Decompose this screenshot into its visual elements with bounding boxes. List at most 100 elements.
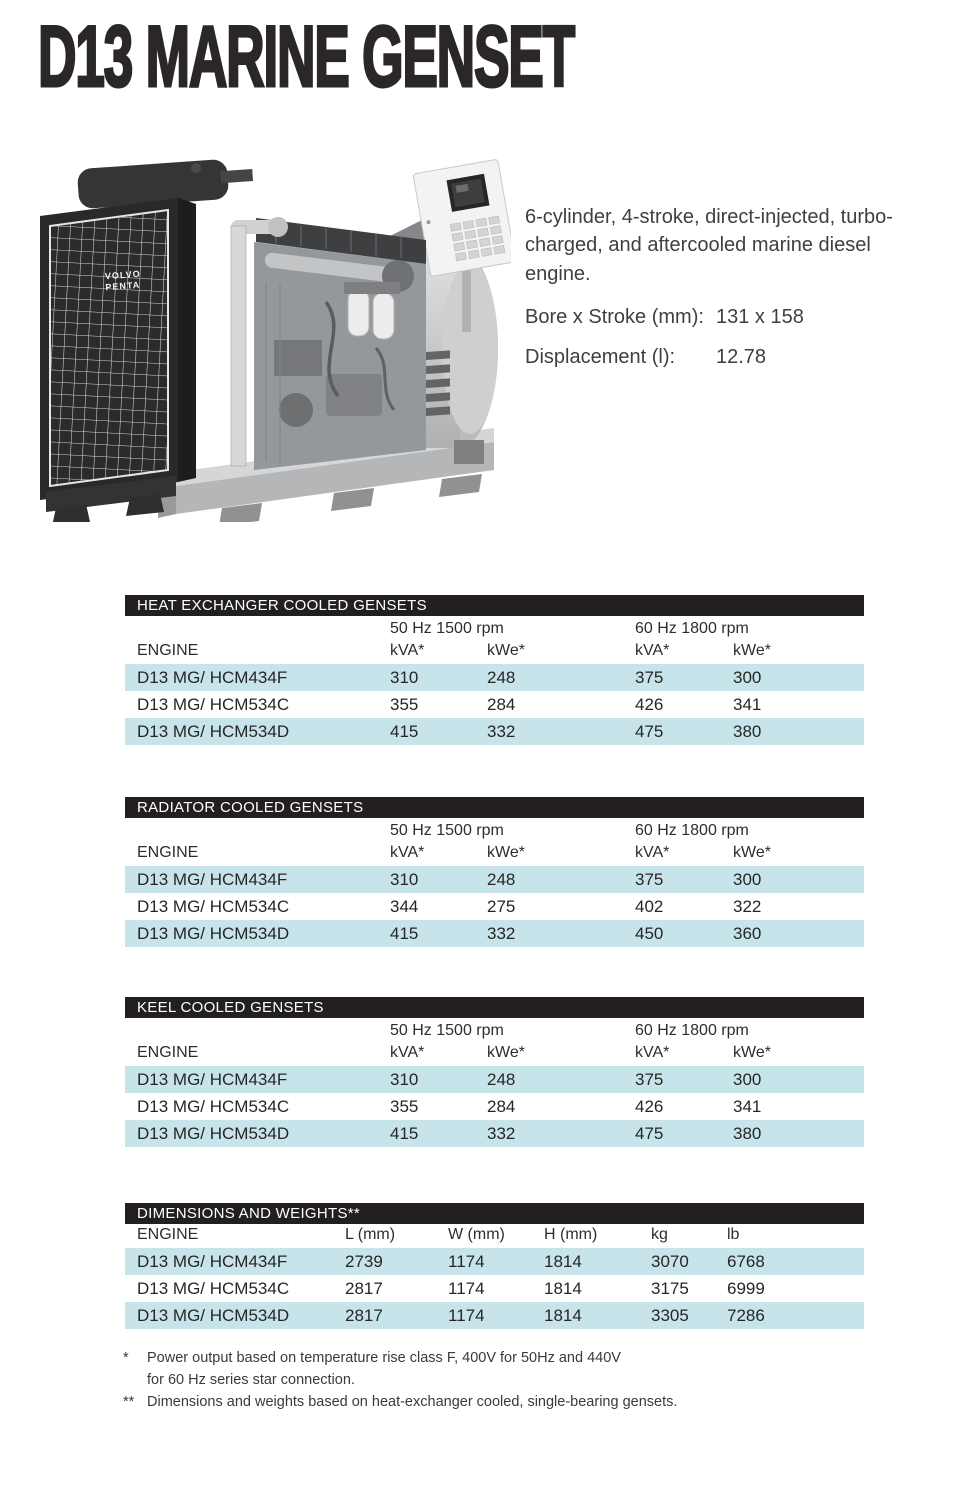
genset-image: VOLVO PENTA [40,159,511,522]
table-row: D13 MG/ HCM434F 310 248 375 300 [125,866,864,893]
freq-header-50hz: 50 Hz 1500 rpm [390,822,504,839]
page-title: D13 MARINE GENSET [37,8,576,107]
engine-block [254,218,426,470]
footnote-power-output: * Power output based on temperature rise… [123,1348,803,1392]
cell-value: 1174 [448,1251,485,1271]
cell-value: 275 [487,896,516,916]
cell-value: 355 [390,694,419,714]
column-header: ENGINE [137,844,199,861]
cell-value: 300 [733,667,762,687]
cell-value: 310 [390,1069,419,1089]
cell-value: 415 [390,721,419,741]
cell-value: 344 [390,896,419,916]
column-header: kVA* [390,844,425,861]
column-header: lb [727,1226,740,1243]
cell-value: 3305 [651,1305,689,1325]
cell-engine: D13 MG/ HCM534C [137,1096,290,1116]
column-header: ENGINE [137,642,199,659]
column-header: kWe* [487,1044,525,1061]
column-header: kVA* [635,844,670,861]
column-header: kVA* [390,642,425,659]
cell-value: 322 [733,896,762,916]
footnote-text-line1: Power output based on temperature rise c… [147,1350,621,1366]
cell-engine: D13 MG/ HCM534C [137,694,290,714]
cell-engine: D13 MG/ HCM434F [137,1251,288,1271]
cell-value: 1814 [544,1305,582,1325]
control-panel [412,159,511,332]
cell-value: 375 [635,1069,664,1089]
column-header: W (mm) [448,1226,505,1243]
cell-value: 475 [635,1123,664,1143]
cell-value: 310 [390,667,419,687]
freq-header-50hz: 50 Hz 1500 rpm [390,620,504,637]
table-title: HEAT EXCHANGER COOLED GENSETS [125,595,864,616]
cell-value: 475 [635,721,664,741]
volvo-penta-badge-line2: PENTA [105,280,140,292]
spec-label: Displacement (l): [525,346,676,368]
section-heat-exchanger: HEAT EXCHANGER COOLED GENSETS 50 Hz 1500… [125,595,864,745]
cell-engine: D13 MG/ HCM534D [137,721,290,741]
cell-value: 426 [635,694,664,714]
cell-value: 3070 [651,1251,689,1271]
cell-value: 402 [635,896,664,916]
column-header: kWe* [487,844,525,861]
spec-value: 131 x 158 [716,306,804,328]
cell-engine: D13 MG/ HCM534D [137,923,290,943]
cell-value: 355 [390,1096,419,1116]
spec-list: Bore x Stroke (mm): 131 x 158 Displaceme… [525,306,925,386]
section-keel: KEEL COOLED GENSETS 50 Hz 1500 rpm 60 Hz… [125,997,864,1147]
table-row: D13 MG/ HCM534C 355 284 426 341 [125,691,864,718]
table-title: KEEL COOLED GENSETS [125,997,864,1018]
spec-row-bore-stroke: Bore x Stroke (mm): 131 x 158 [525,306,925,329]
cell-value: 415 [390,1123,419,1143]
cell-value: 1814 [544,1251,582,1271]
cell-value: 284 [487,1096,516,1116]
table-title: RADIATOR COOLED GENSETS [125,797,864,818]
cell-engine: D13 MG/ HCM534C [137,1278,290,1298]
power-table: 50 Hz 1500 rpm 60 Hz 1800 rpm ENGINE kVA… [125,818,864,947]
table-row: D13 MG/ HCM534C 2817 1174 1814 3175 6999 [125,1275,864,1302]
cell-value: 284 [487,694,516,714]
cell-value: 341 [733,694,762,714]
column-header: kVA* [390,1044,425,1061]
cell-value: 1174 [448,1305,485,1325]
engine-description: 6-cylinder, 4-stroke, direct-injected, t… [525,206,893,285]
cell-engine: D13 MG/ HCM534C [137,896,290,916]
cell-value: 248 [487,667,516,687]
freq-header-50hz: 50 Hz 1500 rpm [390,1022,504,1039]
cell-value: 7286 [727,1305,765,1325]
cell-value: 426 [635,1096,664,1116]
column-header: L (mm) [345,1226,396,1243]
footnote-dimensions: ** Dimensions and weights based on heat-… [123,1392,803,1414]
freq-header-60hz: 60 Hz 1800 rpm [635,1022,749,1039]
column-header: kWe* [733,1044,771,1061]
column-header: kWe* [733,844,771,861]
column-header: kWe* [487,642,525,659]
cell-value: 375 [635,667,664,687]
cell-value: 2739 [345,1251,383,1271]
cell-value: 6999 [727,1278,765,1298]
power-table: 50 Hz 1500 rpm 60 Hz 1800 rpm ENGINE kVA… [125,616,864,745]
footnotes: * Power output based on temperature rise… [123,1348,803,1413]
cell-value: 380 [733,721,762,741]
section-dimensions: DIMENSIONS AND WEIGHTS** ENGINE L (mm) W… [125,1203,864,1329]
column-header: kg [651,1226,668,1243]
column-header: ENGINE [137,1044,199,1061]
column-header: kVA* [635,642,670,659]
radiator: VOLVO PENTA [40,159,254,522]
column-header: ENGINE [137,1226,199,1243]
cell-value: 3175 [651,1278,689,1298]
column-header: kWe* [733,642,771,659]
table-row: D13 MG/ HCM534C 355 284 426 341 [125,1093,864,1120]
cell-value: 360 [733,923,762,943]
dimensions-table: ENGINE L (mm) W (mm) H (mm) kg lb D13 MG… [125,1224,864,1329]
table-row: D13 MG/ HCM434F 310 248 375 300 [125,664,864,691]
footnote-marker: ** [123,1393,135,1410]
cell-value: 332 [487,923,516,943]
footnote-text-line2: for 60 Hz series star connection. [147,1371,355,1388]
cell-value: 415 [390,923,419,943]
table-title: DIMENSIONS AND WEIGHTS** [125,1203,864,1224]
cell-value: 2817 [345,1278,383,1298]
cell-value: 341 [733,1096,762,1116]
cell-value: 2817 [345,1305,383,1325]
